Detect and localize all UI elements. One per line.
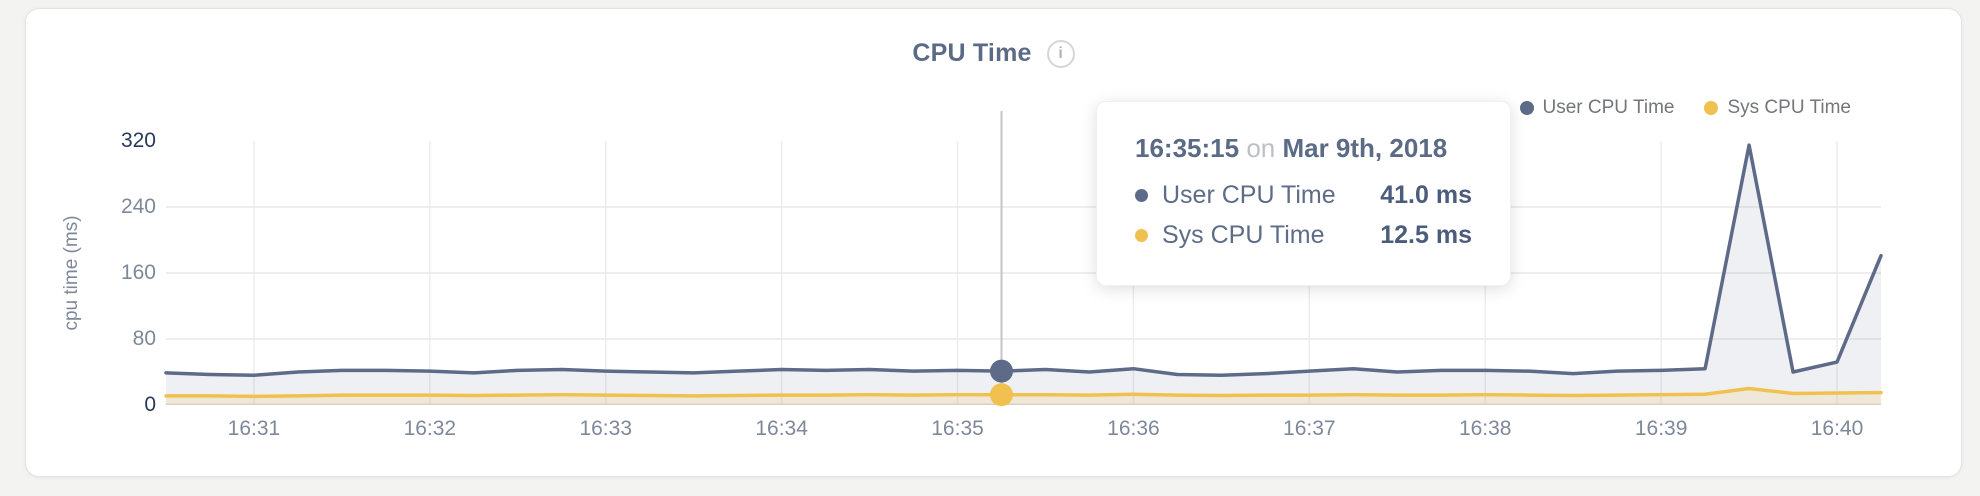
legend-label-sys: Sys CPU Time — [1727, 97, 1851, 118]
legend-dot-user-icon — [1519, 101, 1534, 115]
x-tick-label: 16:37 — [1283, 417, 1336, 440]
tooltip-date: Mar 9th, 2018 — [1282, 133, 1448, 163]
chart-card: CPU Time i User CPU Time Sys CPU Time cp… — [25, 8, 1962, 477]
chart-header: CPU Time i — [26, 39, 1961, 68]
tooltip-time: 16:35:15 — [1135, 133, 1240, 163]
x-tick-label: 16:35 — [931, 417, 984, 440]
hover-point-0 — [990, 359, 1014, 383]
tooltip-row-user: User CPU Time 41.0 ms — [1135, 181, 1472, 210]
tooltip-value-sys: 12.5 ms — [1380, 221, 1472, 249]
y-tick-label: 80 — [132, 327, 156, 350]
hover-point-1 — [990, 383, 1014, 407]
info-icon[interactable]: i — [1046, 39, 1075, 68]
tooltip-label-sys: Sys CPU Time — [1162, 221, 1325, 249]
legend: User CPU Time Sys CPU Time — [1519, 97, 1851, 119]
y-tick-label: 160 — [120, 261, 156, 284]
y-tick-label: 0 — [144, 393, 156, 416]
x-tick-label: 16:32 — [403, 417, 457, 440]
x-tick-label: 16:31 — [227, 417, 281, 440]
x-tick-label: 16:36 — [1107, 417, 1160, 440]
legend-dot-sys-icon — [1704, 101, 1719, 115]
x-tick-label: 16:33 — [579, 417, 633, 440]
series-line-0 — [164, 143, 1883, 378]
series-area-1 — [166, 388, 1881, 405]
y-tick-label: 320 — [120, 129, 156, 152]
tooltip-label-user: User CPU Time — [1162, 181, 1336, 209]
tooltip-connector: on — [1246, 133, 1276, 163]
x-tick-label: 16:40 — [1810, 417, 1864, 440]
hover-tooltip: 16:35:15 on Mar 9th, 2018 User CPU Time … — [1096, 101, 1511, 286]
legend-label-user: User CPU Time — [1542, 97, 1675, 118]
tooltip-dot-user-icon — [1135, 189, 1148, 202]
tooltip-row-sys: Sys CPU Time 12.5 ms — [1135, 221, 1472, 250]
y-axis-title: cpu time (ms) — [61, 215, 82, 331]
x-tick-label: 16:38 — [1458, 417, 1512, 440]
series-line-1 — [164, 386, 1883, 399]
legend-item-sys-cpu[interactable]: Sys CPU Time — [1704, 97, 1851, 119]
y-tick-label: 240 — [120, 195, 156, 218]
legend-item-user-cpu[interactable]: User CPU Time — [1519, 97, 1675, 119]
chart-plot-area[interactable] — [164, 111, 1883, 407]
tooltip-dot-sys-icon — [1135, 229, 1148, 242]
tooltip-value-user: 41.0 ms — [1380, 181, 1472, 209]
series-area-0 — [166, 145, 1881, 405]
chart-title: CPU Time — [912, 39, 1032, 67]
x-tick-label: 16:34 — [755, 417, 808, 440]
x-tick-label: 16:39 — [1634, 417, 1688, 440]
tooltip-header: 16:35:15 on Mar 9th, 2018 — [1135, 133, 1472, 164]
